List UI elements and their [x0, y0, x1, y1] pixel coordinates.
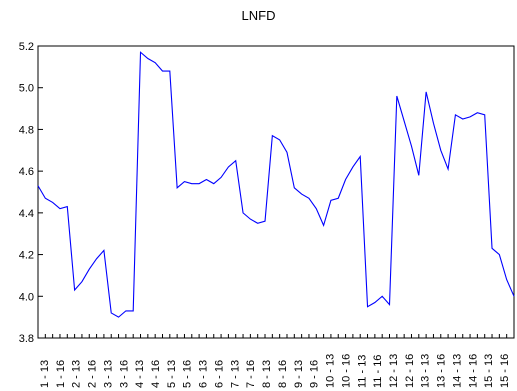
plot-frame: [37, 45, 515, 339]
x-tick-label: 1 - 16: [55, 360, 67, 388]
y-tick-label: 4.8: [19, 124, 34, 136]
x-tick-label: 5 - 16: [182, 360, 194, 388]
x-tick-label: 10 - 16: [340, 354, 352, 388]
y-tick-label: 3.8: [19, 333, 34, 345]
x-tick-label: 3 - 13: [102, 360, 114, 388]
x-tick-label: 5 - 13: [166, 360, 178, 388]
x-tick-label: 9 - 13: [293, 360, 305, 388]
x-tick-label: 6 - 16: [214, 360, 226, 388]
y-tick-label: 5.2: [19, 41, 34, 53]
y-tick-label: 4.2: [19, 250, 34, 262]
x-tick-label: 2 - 13: [71, 360, 83, 388]
x-tick-label: 15 - 16: [499, 354, 511, 388]
x-tick-label: 8 - 13: [261, 360, 273, 388]
y-tick-label: 5.0: [19, 83, 34, 95]
series-line: [37, 51, 515, 318]
y-tick-label: 4.6: [19, 166, 34, 178]
x-tick-label: 14 - 13: [452, 354, 464, 388]
x-tick-label: 3 - 16: [118, 360, 130, 388]
x-tick-label: 6 - 13: [198, 360, 210, 388]
x-tick-label: 12 - 16: [404, 354, 416, 388]
x-tick-label: 11 - 16: [372, 355, 384, 388]
y-tick-label: 4.4: [19, 208, 34, 220]
x-tick-label: 14 - 16: [467, 354, 479, 388]
x-tick-label: 4 - 16: [150, 360, 162, 388]
x-tick-label: 13 - 16: [436, 354, 448, 388]
x-tick-label: 8 - 16: [277, 360, 289, 388]
x-tick-label: 7 - 13: [229, 360, 241, 388]
x-tick-label: 12 - 13: [388, 354, 400, 388]
x-tick-label: 2 - 16: [87, 360, 99, 388]
x-tick-label: 1 - 13: [39, 360, 51, 388]
chart-title: LNFD: [241, 8, 276, 23]
x-tick-label: 7 - 16: [245, 360, 257, 388]
x-tick-label: 11 - 13: [356, 355, 368, 388]
x-tick-label: 9 - 16: [309, 360, 321, 388]
y-axis: 3.8 4.0 4.2 4.4 4.6 4.8 5.0 5.2: [19, 41, 43, 345]
y-tick-label: 4.0: [19, 291, 34, 303]
x-tick-label: 10 - 13: [325, 354, 337, 388]
x-tick-label: 4 - 13: [134, 360, 146, 388]
x-tick-label: 13 - 13: [420, 354, 432, 388]
x-axis: 1 - 13 1 - 16 2 - 13 2 - 16 3 - 13 3 - 16 4 - …: [37, 334, 515, 388]
x-tick-label: 15 - 13: [483, 354, 495, 388]
